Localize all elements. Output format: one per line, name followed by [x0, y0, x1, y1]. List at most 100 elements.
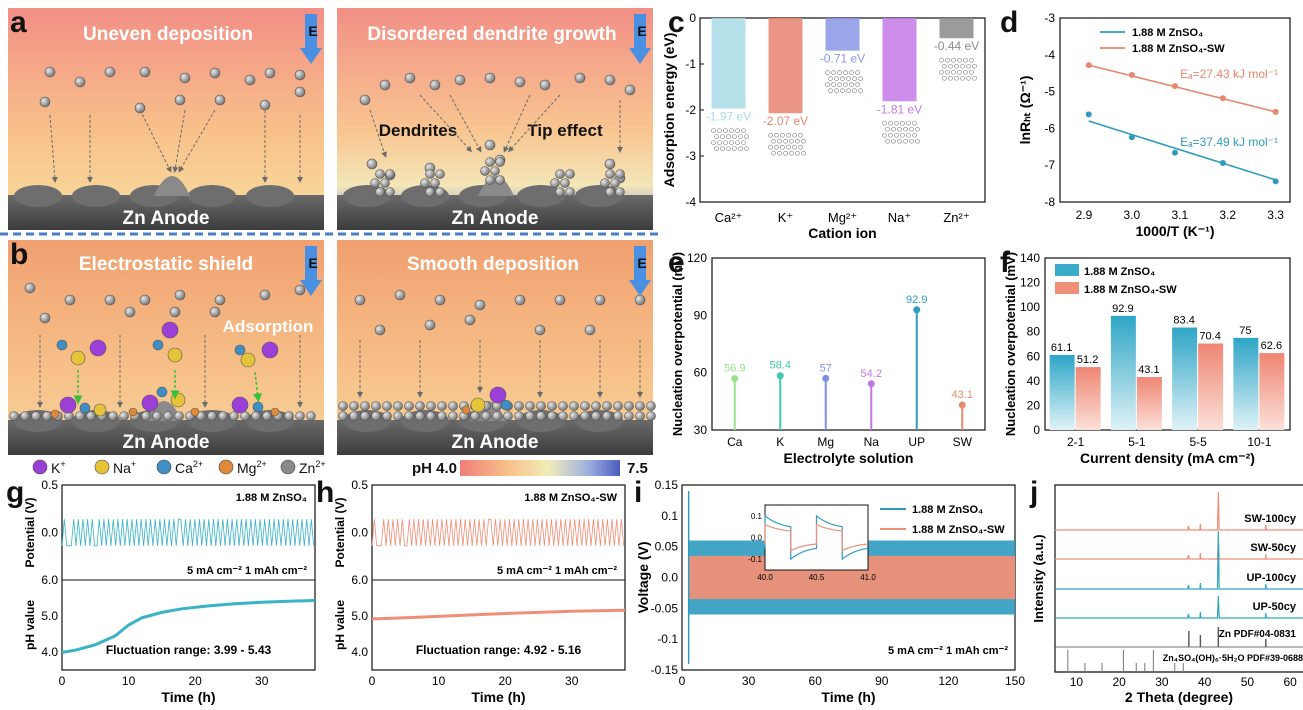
y-tick-label: 60: [1027, 349, 1041, 363]
data-point: [1272, 178, 1279, 185]
zn-ion: [244, 74, 256, 86]
zn-ion: [86, 411, 96, 421]
y-tick-label: -0.15: [651, 663, 679, 677]
lollipop-head: [822, 374, 830, 382]
value-label: 54.2: [861, 368, 882, 380]
zn-ion: [425, 187, 435, 197]
ca-ion: [79, 402, 91, 414]
x-tick-label: 30: [255, 674, 269, 688]
lattice-atom: [900, 132, 905, 138]
x-axis-label: Cation ion: [808, 225, 876, 241]
zn-ion: [424, 319, 436, 331]
lattice-atom: [972, 63, 977, 69]
lattice-atom: [882, 132, 887, 138]
lattice-atom: [906, 120, 911, 126]
tip-effect-label: Tip effect: [527, 121, 603, 140]
deposition-arrow: [49, 114, 58, 183]
lattice-atom: [891, 126, 896, 132]
schematic-b-right: Zn Anode Smooth deposition: [337, 240, 653, 455]
lattice-atom: [771, 138, 776, 144]
zn-ion: [42, 411, 52, 421]
anode-label: Zn Anode: [123, 432, 210, 453]
na-legend-swatch: [94, 459, 110, 475]
lattice-atom: [846, 88, 851, 93]
zn-ion: [294, 69, 306, 81]
x-tick-label: 3.2: [1219, 208, 1236, 222]
bar-value-label: -1.97 eV: [706, 110, 751, 124]
x-tick-label: 0: [59, 674, 66, 688]
zn-ion: [31, 411, 41, 421]
zn-ion: [385, 169, 395, 179]
zn-ion: [565, 169, 575, 179]
zn-ion: [24, 282, 36, 294]
zn-ion: [338, 411, 348, 421]
mg-ion: [270, 407, 280, 417]
lattice-atom: [720, 134, 725, 139]
zn-ion: [584, 324, 596, 336]
panel-e-chart: 30 60 90 120 56.9 Ca 58.4 K 57 Mg 54.2 Na 92.9 UP 43.1…: [670, 251, 986, 466]
lattice-atom: [741, 140, 746, 145]
y-tick-label: 6.0: [351, 573, 368, 587]
lattice-atom: [849, 70, 854, 75]
zn-ion: [360, 401, 370, 411]
mg-legend-label: Mg2+: [237, 459, 267, 476]
zn-ion: [139, 294, 151, 306]
lattice-atom: [714, 146, 719, 151]
panel-label-d: d: [1000, 6, 1018, 39]
y-tick-label: -4: [685, 195, 696, 209]
lattice-atom: [834, 76, 839, 81]
zn-ion: [624, 401, 634, 411]
y-tick-label: 100: [1020, 300, 1040, 314]
y-tick-label: -3: [1044, 11, 1055, 25]
y-axis-label: Intensity (a.u.): [1031, 534, 1046, 622]
zn-ion: [514, 294, 526, 306]
bar: [825, 18, 860, 51]
x-tick-label: 5-5: [1189, 435, 1207, 449]
panel-h-chart: 0.0 0.5 4.0 5.0 6.0 0 10 20 30 1.88 M ZnSO₄-SW 5 m…: [333, 478, 626, 705]
y-tick-label: 0.0: [351, 526, 368, 540]
zn-ion: [485, 157, 495, 167]
y-tick-label: 140: [1020, 251, 1040, 265]
bar-value-label: 43.1: [1138, 364, 1159, 376]
zn-ion: [420, 178, 430, 188]
zn-ion: [374, 324, 386, 336]
zn-ion: [514, 401, 524, 411]
lattice-atom: [789, 150, 794, 156]
lattice-atom: [969, 57, 974, 63]
field-arrow-icon: [629, 246, 651, 296]
x-tick-label: Mg: [817, 435, 834, 449]
lattice-atom: [957, 57, 962, 63]
panel-g-chart: 0.0 0.5 4.0 5.0 6.0 0 10 20 30 1.88 M ZnSO₄ 5 mA c…: [23, 478, 316, 705]
zn-ion: [605, 169, 615, 179]
inset-y-tick: 0.1: [751, 512, 763, 521]
legend-label: 1.88 M ZnSO₄-SW: [1132, 43, 1225, 55]
bar: [1075, 367, 1101, 430]
inset-trace: [764, 523, 869, 552]
zn-ion: [604, 158, 616, 170]
ca-ion: [56, 339, 68, 351]
zn-ion: [104, 66, 116, 78]
lattice-atom: [729, 128, 734, 133]
zn-ion: [454, 74, 466, 86]
zn-ion: [169, 306, 181, 318]
zn-ion: [119, 411, 129, 421]
x-tick-label: 50: [1241, 675, 1255, 689]
zn-ion: [108, 411, 118, 421]
anode-label: Zn Anode: [452, 208, 539, 229]
panel-label-h: h: [316, 476, 334, 509]
zn-ion: [415, 401, 425, 411]
lattice-atom: [828, 88, 833, 93]
schematic-a-left: Zn Anode Uneven deposition: [8, 8, 324, 230]
condition-label: 5 mA cm⁻² 1 mAh cm⁻²: [497, 565, 617, 577]
y-tick-label: 120: [687, 251, 707, 265]
zn-ion: [259, 289, 271, 301]
zn-ion: [338, 401, 348, 411]
zn-ion: [379, 79, 391, 91]
y-tick-label: 6.0: [41, 573, 58, 587]
zn-ion: [574, 72, 586, 84]
lattice-atom: [774, 144, 779, 150]
zn-deposit: [72, 185, 120, 207]
bar-value-label: -0.44 eV: [934, 39, 979, 53]
y-tick-label: 0.0: [661, 571, 678, 585]
lattice-atom: [798, 144, 803, 150]
